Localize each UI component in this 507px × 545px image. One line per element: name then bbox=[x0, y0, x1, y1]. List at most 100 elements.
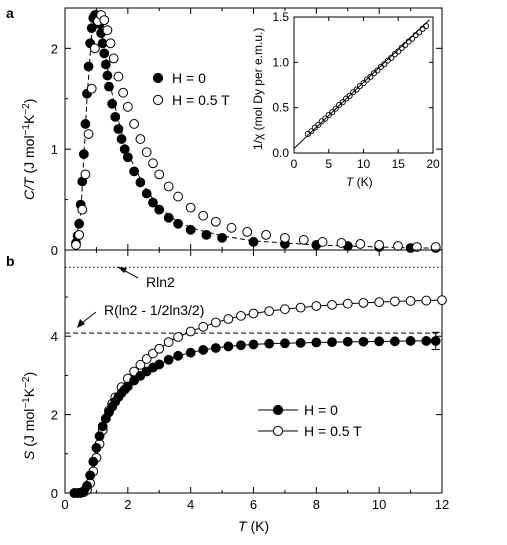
panel-b-reference-lines bbox=[65, 266, 442, 334]
a-point bbox=[430, 242, 441, 252]
a-point bbox=[217, 233, 227, 243]
i-xtick-label: 20 bbox=[426, 157, 440, 171]
b-point bbox=[185, 347, 196, 358]
b-point bbox=[248, 339, 259, 350]
a-point bbox=[163, 181, 174, 192]
a-point bbox=[99, 48, 110, 59]
i-point bbox=[322, 115, 329, 122]
i-xtick-label: 5 bbox=[325, 157, 332, 171]
i-point bbox=[381, 61, 388, 68]
a-point bbox=[242, 226, 253, 237]
a-point bbox=[108, 53, 119, 64]
a-point bbox=[226, 222, 237, 233]
i-point bbox=[332, 105, 339, 112]
a-point bbox=[113, 124, 124, 134]
a-point bbox=[107, 98, 118, 109]
b-point bbox=[405, 296, 416, 306]
a-point bbox=[198, 210, 209, 221]
b-point bbox=[358, 298, 369, 308]
i-ytick-label: 1.5 bbox=[272, 10, 289, 24]
a-ytick-label: 0 bbox=[51, 243, 58, 258]
rln2-arrowhead bbox=[118, 267, 127, 273]
b-point bbox=[264, 338, 275, 349]
b-point bbox=[223, 341, 234, 352]
i-point bbox=[329, 109, 336, 116]
b-point bbox=[374, 336, 385, 347]
a-point bbox=[83, 129, 94, 139]
a-point bbox=[89, 43, 100, 54]
a-point bbox=[78, 149, 89, 160]
b-point bbox=[374, 297, 385, 308]
a-point bbox=[148, 197, 158, 208]
b-point bbox=[163, 337, 174, 348]
i-ytick-label: 0.0 bbox=[272, 146, 289, 160]
b-point bbox=[327, 299, 337, 310]
b-point bbox=[421, 336, 432, 346]
b-point bbox=[311, 337, 322, 348]
b-point bbox=[421, 295, 432, 306]
a-point bbox=[83, 61, 94, 72]
inset-frame bbox=[293, 16, 434, 154]
a-point bbox=[122, 101, 133, 112]
b-ytick-label: 2 bbox=[51, 408, 58, 423]
b-point bbox=[185, 326, 196, 337]
a-point bbox=[185, 202, 196, 213]
a-point bbox=[105, 38, 116, 49]
b-point bbox=[295, 302, 306, 313]
panel-b-line-h05 bbox=[74, 299, 443, 494]
a-point bbox=[129, 119, 140, 129]
b-point bbox=[405, 336, 416, 346]
b-point bbox=[210, 317, 221, 328]
b-point bbox=[210, 343, 221, 353]
b-point bbox=[236, 340, 246, 351]
b-point bbox=[223, 314, 234, 324]
b-series-line bbox=[74, 299, 443, 494]
b-point bbox=[141, 354, 152, 364]
i-xtick-label: 0 bbox=[291, 157, 298, 171]
b-xtick-label: 6 bbox=[250, 497, 257, 512]
a-point bbox=[141, 188, 152, 199]
panel-b-x-axis-label: T (K) bbox=[238, 518, 269, 534]
b-point bbox=[94, 431, 105, 442]
a-point bbox=[355, 239, 366, 249]
i-xtick-label: 15 bbox=[392, 157, 406, 171]
i-point bbox=[360, 80, 367, 87]
b-point bbox=[342, 298, 353, 309]
legend-b-marker-h0 bbox=[272, 404, 284, 416]
panel-a-y-axis-label: C/T (J mol−1K−2) bbox=[21, 99, 37, 200]
b-xtick-label: 2 bbox=[124, 497, 131, 512]
a-point bbox=[118, 87, 129, 98]
i-point bbox=[339, 99, 346, 106]
b-point bbox=[85, 470, 96, 481]
b-xtick-label: 10 bbox=[372, 497, 386, 512]
b-point bbox=[163, 354, 174, 365]
panel-b-y-axis-label: S (J mol−1K−2) bbox=[21, 372, 37, 460]
b-point bbox=[91, 443, 102, 453]
b-xtick-label: 0 bbox=[61, 497, 68, 512]
a-point bbox=[298, 235, 309, 245]
legend-a-marker-h05 bbox=[152, 94, 164, 106]
a-point bbox=[173, 218, 184, 229]
legend-b-label-h0: H = 0 bbox=[304, 402, 338, 418]
b-point bbox=[280, 304, 290, 315]
a-point bbox=[104, 81, 114, 92]
a-ytick-label: 1 bbox=[51, 142, 58, 157]
a-point bbox=[116, 134, 127, 144]
a-point bbox=[71, 240, 81, 250]
i-point bbox=[353, 86, 360, 93]
a-point bbox=[102, 70, 113, 81]
a-point bbox=[248, 237, 259, 247]
i-point bbox=[346, 92, 353, 99]
a-point bbox=[74, 218, 85, 229]
legend-b-label-h05: H = 0.5 T bbox=[304, 423, 362, 439]
panel-b-error-bar bbox=[431, 331, 440, 351]
panel-b-series-h05 bbox=[69, 295, 447, 498]
b-point bbox=[248, 308, 259, 319]
legend-a-label-h0: H = 0 bbox=[172, 70, 206, 86]
b-point bbox=[311, 301, 322, 311]
a-point bbox=[317, 237, 328, 247]
b-point bbox=[295, 337, 306, 348]
b-point bbox=[198, 321, 209, 332]
panel-a-legend: H = 0 H = 0.5 T bbox=[152, 70, 230, 108]
